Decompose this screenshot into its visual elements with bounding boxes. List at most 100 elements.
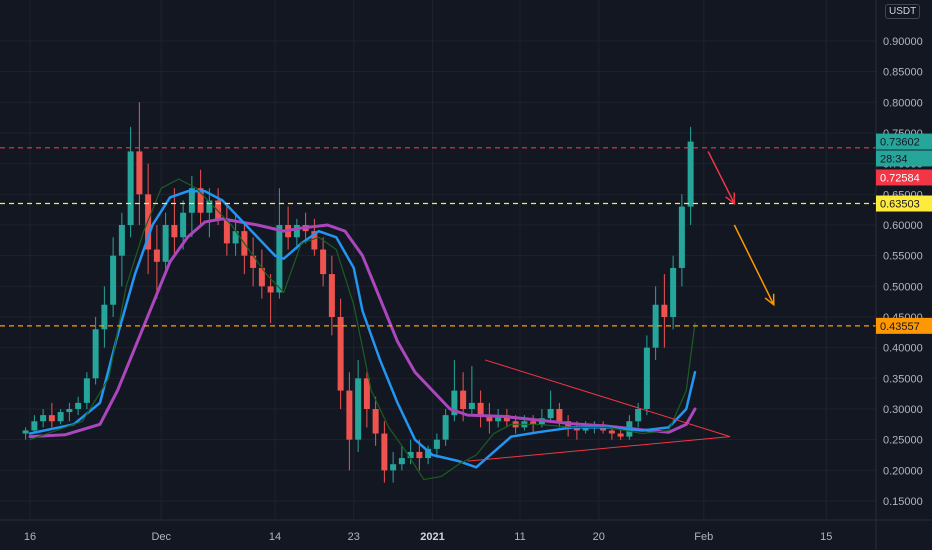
candle-body xyxy=(276,225,283,293)
candle-body xyxy=(232,231,239,244)
price-tag-label: 28:34 xyxy=(880,153,908,165)
price-tag-label: 0.73602 xyxy=(880,137,920,149)
candle-body xyxy=(643,347,650,409)
candle-body xyxy=(617,433,624,437)
candle-body xyxy=(127,151,134,225)
price-tick-label: 0.85000 xyxy=(883,67,923,79)
candle-body xyxy=(486,415,493,422)
candle-body xyxy=(180,212,187,238)
candle-body xyxy=(460,390,467,409)
price-tag-label: 0.63503 xyxy=(880,199,920,211)
price-tag-label: 0.43557 xyxy=(880,321,920,333)
candle-body xyxy=(687,141,694,207)
annotations xyxy=(467,151,775,462)
candle-body xyxy=(48,415,55,422)
candle-body xyxy=(530,421,537,425)
candle-body xyxy=(390,464,397,471)
candle-body xyxy=(258,267,265,287)
candle-body xyxy=(153,249,160,262)
price-tag-label: 0.72584 xyxy=(880,172,920,184)
candle-body xyxy=(477,402,484,416)
candle-body xyxy=(398,458,405,465)
currency-label[interactable]: USDT xyxy=(885,4,921,19)
arrow-head xyxy=(764,293,775,307)
candle-body xyxy=(267,286,274,293)
price-tick-label: 0.50000 xyxy=(883,281,923,293)
candle-body xyxy=(582,427,589,431)
candle-body xyxy=(171,225,178,238)
price-tag xyxy=(876,150,932,167)
candle-body xyxy=(31,421,38,431)
price-labels: 0.73602 28:34 0.72584 0.63503 0.43557 xyxy=(876,133,932,334)
moving-average-line xyxy=(28,190,697,469)
candle-body xyxy=(547,409,554,419)
candle-body xyxy=(75,402,82,409)
trendline xyxy=(484,359,731,438)
time-tick-label: 20 xyxy=(593,531,605,543)
trendline xyxy=(467,436,731,462)
candle-body xyxy=(293,225,300,238)
price-tick-label: 0.15000 xyxy=(883,496,923,508)
price-tick-label: 0.35000 xyxy=(883,373,923,385)
candle-body xyxy=(670,267,677,317)
price-tag xyxy=(876,169,932,186)
candle-body xyxy=(162,225,169,262)
candle-body xyxy=(355,378,362,440)
candle-body xyxy=(652,304,659,348)
candle-body xyxy=(337,317,344,391)
price-tick-label: 0.30000 xyxy=(883,404,923,416)
grid-lines xyxy=(0,0,876,520)
candle-body xyxy=(363,378,370,409)
price-axis[interactable]: 0.900000.850000.800000.750000.700000.650… xyxy=(883,36,923,508)
candle-body xyxy=(608,430,615,434)
moving-average-line xyxy=(29,178,696,481)
time-tick-label: Dec xyxy=(151,531,171,543)
candle-body xyxy=(250,255,257,268)
candle-body xyxy=(635,409,642,422)
price-tick-label: 0.60000 xyxy=(883,220,923,232)
price-tick-label: 0.80000 xyxy=(883,97,923,109)
arrow-line xyxy=(733,224,775,306)
candle-body xyxy=(425,448,432,459)
candle-body xyxy=(118,225,125,256)
price-tick-label: 0.20000 xyxy=(883,465,923,477)
candle-body xyxy=(66,409,73,413)
candle-body xyxy=(110,255,117,305)
candle-body xyxy=(223,218,230,244)
candle-body xyxy=(188,188,195,213)
price-tick-label: 0.55000 xyxy=(883,251,923,263)
time-tick-label: 14 xyxy=(269,531,281,543)
plot-background xyxy=(0,0,876,520)
candle-body xyxy=(57,412,64,422)
candle-body xyxy=(372,409,379,434)
candle-body xyxy=(661,304,668,317)
arrow-head xyxy=(725,192,736,206)
price-tag xyxy=(876,133,932,150)
horizontal-levels xyxy=(0,147,876,327)
candle-body xyxy=(83,378,90,403)
time-tick-label: Feb xyxy=(694,531,713,543)
candle-body xyxy=(468,402,475,409)
candle-body xyxy=(328,274,335,317)
time-tick-label: 16 xyxy=(24,531,36,543)
candle-body xyxy=(92,329,99,379)
time-tick-label: 15 xyxy=(820,531,832,543)
candle-body xyxy=(136,151,143,195)
candle-body xyxy=(215,200,222,219)
candle-body xyxy=(311,231,318,250)
candle-body xyxy=(320,249,327,275)
time-axis[interactable]: 16 Dec 14 23 2021 11 20 Feb 15 xyxy=(24,531,833,543)
candle-body xyxy=(442,415,449,440)
time-tick-label: 2021 xyxy=(420,531,444,543)
price-tag xyxy=(876,195,932,212)
candle-body xyxy=(197,188,204,213)
candle-body xyxy=(381,433,388,471)
candle-body xyxy=(22,430,29,434)
price-tick-label: 0.90000 xyxy=(883,36,923,48)
candles xyxy=(22,102,694,483)
candle-body xyxy=(416,451,423,459)
time-tick-label: 23 xyxy=(348,531,360,543)
candle-body xyxy=(206,200,213,213)
